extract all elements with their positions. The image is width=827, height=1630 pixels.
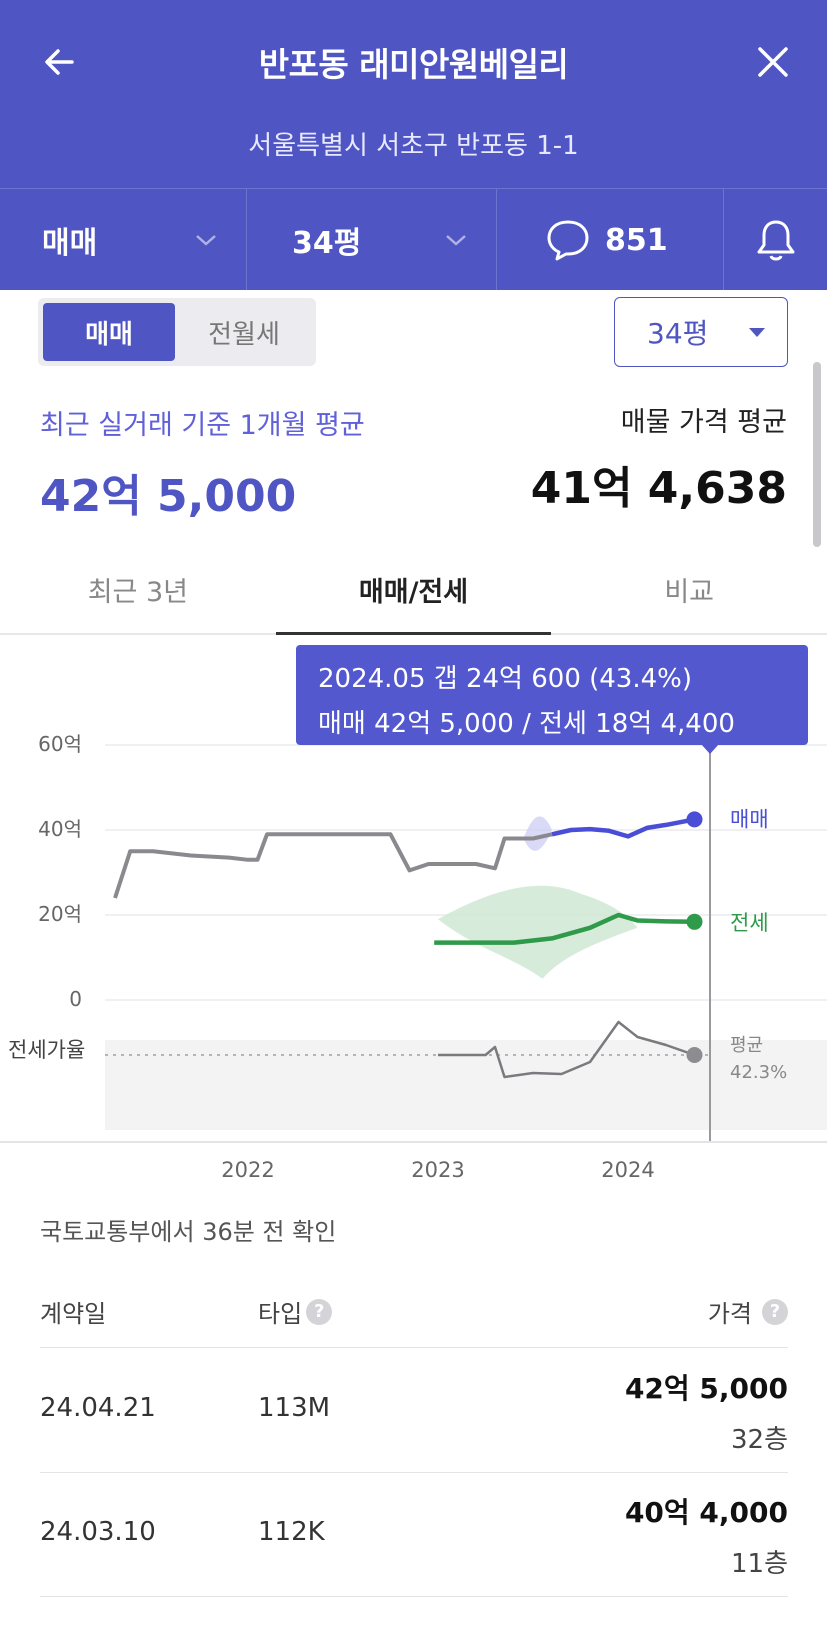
y-tick-label: 0: [69, 987, 82, 1011]
header-date: 계약일: [40, 1300, 107, 1328]
comments-button[interactable]: 851: [497, 189, 724, 291]
row-type: 113M: [258, 1393, 331, 1423]
average-value: 42.3%: [730, 1062, 787, 1083]
lease-line: [434, 912, 695, 945]
ratio-line: [438, 1020, 695, 1079]
chart-bands: [438, 816, 638, 979]
lease-series-label: 전세: [730, 911, 769, 935]
back-arrow-icon: [45, 49, 74, 75]
tab-compare[interactable]: 비교: [664, 576, 715, 608]
tooltip-line-1: 2024.05 갭 24억 600 (43.4%): [318, 664, 693, 694]
table-row[interactable]: 24.03.10 112K 40억 4,000 11층: [40, 1473, 788, 1597]
x-tick-label: 2022: [221, 1158, 274, 1182]
x-tick-label: 2024: [601, 1158, 654, 1182]
size-dropdown[interactable]: 34평: [247, 189, 497, 291]
speech-bubble-icon: [547, 220, 589, 261]
chart-lines: [113, 811, 703, 945]
tab-sale-lease[interactable]: 매매/전세: [275, 545, 552, 635]
help-icon[interactable]: ?: [306, 1298, 333, 1325]
y-tick-label: 40억: [38, 817, 82, 841]
trade-type-dropdown[interactable]: 매매: [0, 189, 247, 291]
toggle-sale[interactable]: 매매: [43, 303, 175, 361]
size-select-value: 34평: [647, 317, 709, 350]
bell-icon: [757, 220, 794, 261]
tooltip-line-2: 매매 42억 5,000 / 전세 18억 4,400: [318, 709, 735, 739]
chevron-down-icon: [196, 235, 216, 246]
recent-price-label: 최근 실거래 기준 1개월 평균: [40, 410, 365, 441]
y-axis-ticks: 60억 40억 20억 0: [38, 732, 82, 1011]
lease-point: [686, 913, 703, 930]
header-toolbar: 매매 34평 851: [0, 188, 827, 291]
sale-listing-band: [523, 816, 552, 851]
ratio-label: 전세가율: [8, 1038, 85, 1062]
close-icon: [758, 47, 788, 77]
trade-toggle: 매매 전월세: [38, 298, 316, 366]
tooltip-arrow: [701, 744, 719, 754]
y-tick-label: 20억: [38, 902, 82, 926]
ratio-panel-bg: [105, 1040, 827, 1130]
recent-price: 42억 5,000: [40, 471, 297, 522]
trade-type-label: 매매: [42, 226, 98, 261]
row-floor: 32층: [730, 1425, 788, 1455]
page-title: 반포동 래미안원베일리: [258, 45, 569, 84]
row-date: 24.04.21: [40, 1393, 156, 1423]
table-row[interactable]: 24.04.21 113M 42억 5,000 32층: [40, 1349, 788, 1473]
row-price: 42억 5,000: [624, 1372, 788, 1405]
update-notice: 국토교통부에서 36분 전 확인: [40, 1218, 337, 1246]
row-floor: 11층: [730, 1549, 788, 1579]
back-button[interactable]: [36, 38, 84, 86]
size-label: 34평: [292, 226, 362, 261]
header-price: 가격 ?: [708, 1294, 788, 1329]
y-tick-label: 60억: [38, 732, 82, 756]
sale-series-label: 매매: [730, 807, 769, 831]
comment-count: 851: [605, 222, 668, 258]
header-type: 타입 ?: [258, 1294, 333, 1329]
toggle-lease[interactable]: 전월세: [208, 319, 280, 350]
listing-price: 41억 4,638: [530, 463, 787, 514]
ratio-point: [686, 1047, 703, 1063]
x-axis-ticks: 2022 2023 2024: [221, 1158, 654, 1182]
sale-point: [686, 811, 703, 828]
listing-price-label: 매물 가격 평균: [620, 407, 787, 438]
average-label: 평균: [730, 1035, 763, 1056]
chart-tooltip: 2024.05 갭 24억 600 (43.4%) 매매 42억 5,000 /…: [296, 645, 808, 745]
ratio-series: [105, 1020, 710, 1079]
caret-down-icon: [749, 328, 765, 337]
row-type: 112K: [258, 1517, 325, 1547]
sale-history-line: [113, 832, 553, 899]
close-button[interactable]: [749, 38, 797, 86]
sale-recent-line: [551, 817, 695, 839]
chart-tabs: 최근 3년 매매/전세 비교: [0, 545, 827, 635]
app-header: 반포동 래미안원베일리 서울특별시 서초구 반포동 1-1 매매 34평 851: [0, 0, 827, 291]
tab-recent-3-years[interactable]: 최근 3년: [87, 576, 188, 608]
table-header: 계약일 타입 ? 가격 ?: [40, 1282, 788, 1348]
size-select[interactable]: 34평: [614, 297, 788, 367]
help-icon[interactable]: ?: [762, 1298, 788, 1325]
row-price: 40억 4,000: [624, 1496, 788, 1529]
address: 서울특별시 서초구 반포동 1-1: [248, 131, 579, 161]
chevron-down-icon: [446, 235, 466, 246]
x-tick-label: 2023: [411, 1158, 464, 1182]
header-price-label: 가격: [707, 1300, 752, 1328]
chart-grid: [105, 744, 827, 1001]
lease-listing-band: [438, 885, 638, 979]
notification-button[interactable]: [724, 189, 827, 291]
scrollbar[interactable]: [813, 362, 821, 547]
header-type-label: 타입: [258, 1300, 303, 1328]
row-date: 24.03.10: [40, 1517, 156, 1547]
